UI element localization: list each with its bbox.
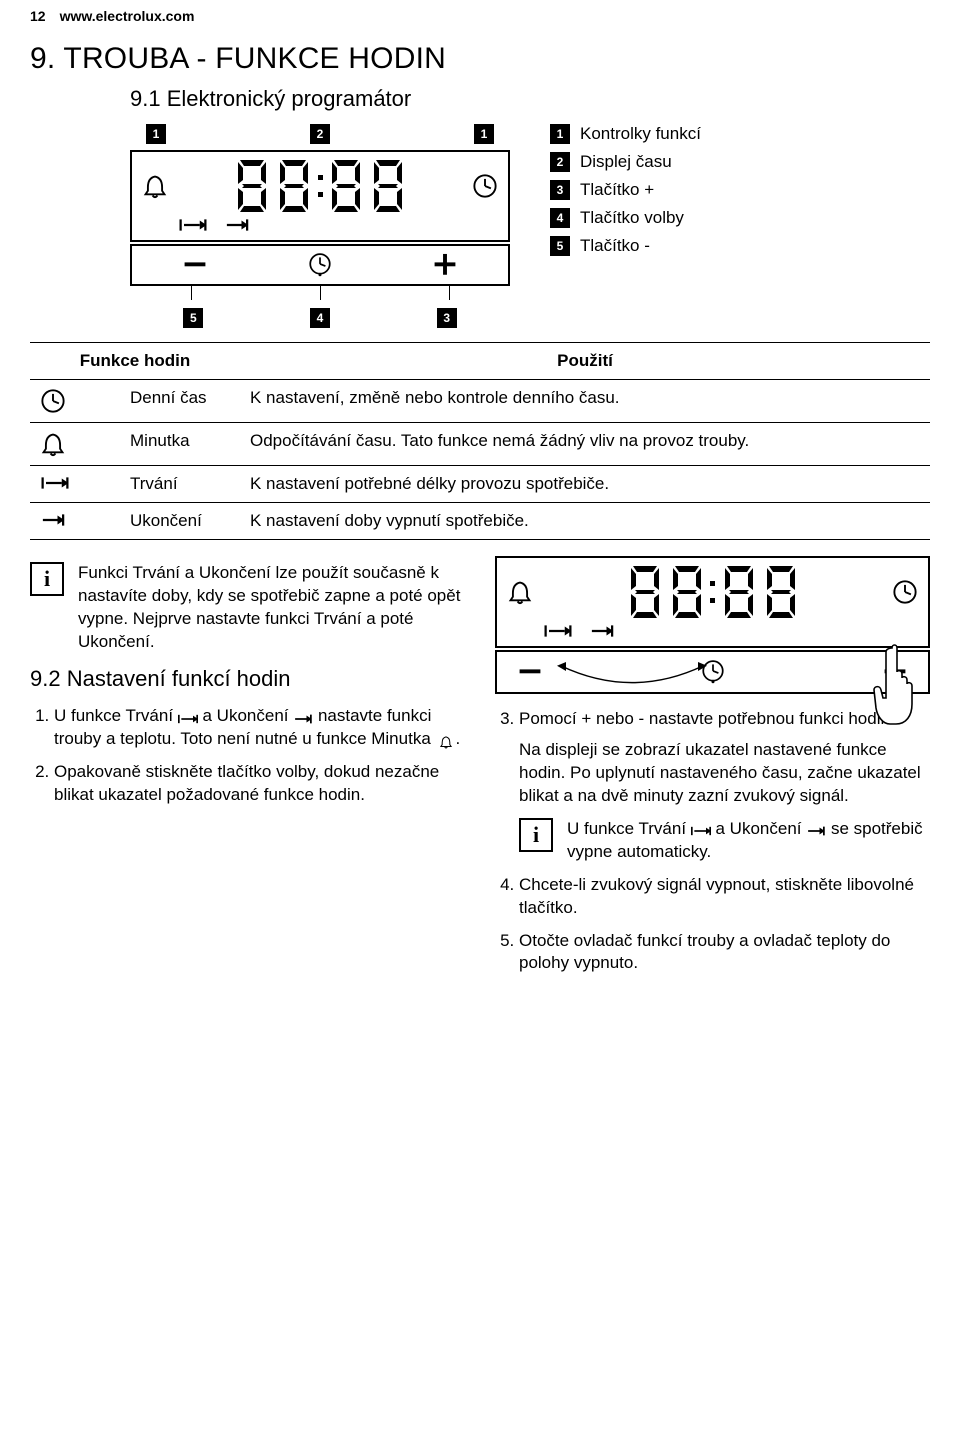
legend-label-2: Displej času bbox=[580, 152, 672, 172]
subsection-title-1: 9.1 Elektronický programátor bbox=[30, 86, 930, 112]
callout-legend: 1 Kontrolky funkcí 2 Displej času 3 Tlačítk… bbox=[550, 124, 701, 256]
step-5: Otočte ovladač funkcí trouby a ovladač t… bbox=[519, 930, 930, 976]
callout-3: 3 bbox=[437, 308, 457, 328]
row2-use: Odpočítávání času. Tato funkce nemá žádn… bbox=[240, 423, 930, 466]
swipe-arc-icon bbox=[557, 662, 707, 692]
th-use: Použití bbox=[240, 343, 930, 380]
row4-use: K nastavení doby vypnutí spotřebiče. bbox=[240, 503, 930, 540]
callout-2: 2 bbox=[310, 124, 330, 144]
info-icon: i bbox=[30, 562, 64, 596]
site-url: www.electrolux.com bbox=[60, 8, 195, 24]
callout-1b: 1 bbox=[474, 124, 494, 144]
minus-icon-2 bbox=[517, 659, 543, 685]
legend-label-3: Tlačítko + bbox=[580, 180, 654, 200]
bell-icon bbox=[142, 173, 168, 199]
legend-num-5: 5 bbox=[550, 236, 570, 256]
callout-5: 5 bbox=[183, 308, 203, 328]
step-3: Pomocí + nebo - nastavte potřebnou funkc… bbox=[519, 708, 930, 864]
manual-page: 12 www.electrolux.com 9. TROUBA - FUNKCE… bbox=[0, 0, 960, 1015]
info-text-2: U funkce Trvání a Ukončení se spotřebič … bbox=[567, 818, 930, 864]
legend-label-4: Tlačítko volby bbox=[580, 208, 684, 228]
th-function: Funkce hodin bbox=[30, 343, 240, 380]
clock-select-icon bbox=[307, 252, 333, 278]
info-block-2: i U funkce Trvání a Ukončení se spotřebi… bbox=[519, 818, 930, 864]
callout-4: 4 bbox=[310, 308, 330, 328]
row1-clock-icon bbox=[40, 388, 66, 414]
row3-name: Trvání bbox=[90, 466, 240, 503]
row1-use: K nastavení, změně nebo kontrole denního… bbox=[240, 380, 930, 423]
steps-right: Pomocí + nebo - nastavte potřebnou funkc… bbox=[495, 708, 930, 975]
functions-table: Funkce hodin Použití Denní čas K nastave… bbox=[30, 342, 930, 540]
step-1: U funkce Trvání a Ukončení nastavte funk… bbox=[54, 705, 465, 751]
page-number: 12 bbox=[30, 8, 46, 24]
row3-use: K nastavení potřebné délky provozu spotř… bbox=[240, 466, 930, 503]
callout-1a: 1 bbox=[146, 124, 166, 144]
step-4: Chcete-li zvukový signál vypnout, stiskn… bbox=[519, 874, 930, 920]
row3-duration-icon bbox=[40, 474, 70, 492]
section-title: 9. TROUBA - FUNKCE HODIN bbox=[30, 42, 930, 76]
display-diagram-2 bbox=[495, 556, 930, 694]
duration-icon bbox=[178, 216, 208, 234]
row2-bell-icon bbox=[40, 431, 66, 457]
right-column: Pomocí + nebo - nastavte potřebnou funkc… bbox=[495, 556, 930, 985]
display-diagram: 1 2 1 bbox=[130, 124, 510, 328]
duration-icon-2 bbox=[543, 622, 573, 640]
hand-icon bbox=[864, 640, 934, 730]
info-block-1: i Funkci Trvání a Ukončení lze použít so… bbox=[30, 562, 465, 654]
plus-icon bbox=[432, 252, 458, 278]
button-row bbox=[130, 244, 510, 286]
legend-label-5: Tlačítko - bbox=[580, 236, 650, 256]
info-text-1: Funkci Trvání a Ukončení lze použít souč… bbox=[78, 562, 465, 654]
legend-num-2: 2 bbox=[550, 152, 570, 172]
page-header: 12 www.electrolux.com bbox=[30, 8, 930, 24]
bell-icon-2 bbox=[507, 579, 533, 605]
time-digits bbox=[232, 158, 408, 214]
clock-icon-2 bbox=[892, 579, 918, 605]
row2-name: Minutka bbox=[90, 423, 240, 466]
two-column-body: i Funkci Trvání a Ukončení lze použít so… bbox=[30, 556, 930, 985]
left-column: i Funkci Trvání a Ukončení lze použít so… bbox=[30, 556, 465, 985]
legend-num-3: 3 bbox=[550, 180, 570, 200]
row4-end-icon bbox=[40, 511, 66, 529]
info-icon-2: i bbox=[519, 818, 553, 852]
programmer-figure-row: 1 2 1 bbox=[30, 124, 930, 328]
subsection-title-2: 9.2 Nastavení funkcí hodin bbox=[30, 664, 465, 694]
row4-name: Ukončení bbox=[90, 503, 240, 540]
end-icon bbox=[224, 216, 250, 234]
step-3b: Na displeji se zobrazí ukazatel nastaven… bbox=[519, 739, 930, 808]
step-2: Opakovaně stiskněte tlačítko volby, doku… bbox=[54, 761, 465, 807]
lcd-display bbox=[130, 150, 510, 242]
end-icon-2 bbox=[589, 622, 615, 640]
clock-icon bbox=[472, 173, 498, 199]
row1-name: Denní čas bbox=[90, 380, 240, 423]
legend-num-4: 4 bbox=[550, 208, 570, 228]
legend-num-1: 1 bbox=[550, 124, 570, 144]
steps-left: U funkce Trvání a Ukončení nastavte funk… bbox=[30, 705, 465, 807]
legend-label-1: Kontrolky funkcí bbox=[580, 124, 701, 144]
minus-icon bbox=[182, 252, 208, 278]
